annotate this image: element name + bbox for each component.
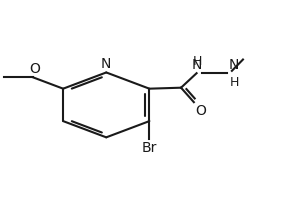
Text: Br: Br (142, 141, 157, 155)
Text: O: O (195, 104, 206, 118)
Text: N: N (192, 58, 202, 72)
Text: O: O (29, 62, 40, 76)
Text: N: N (229, 58, 239, 72)
Text: N: N (101, 57, 112, 71)
Text: H: H (230, 76, 240, 89)
Text: H: H (192, 55, 202, 68)
